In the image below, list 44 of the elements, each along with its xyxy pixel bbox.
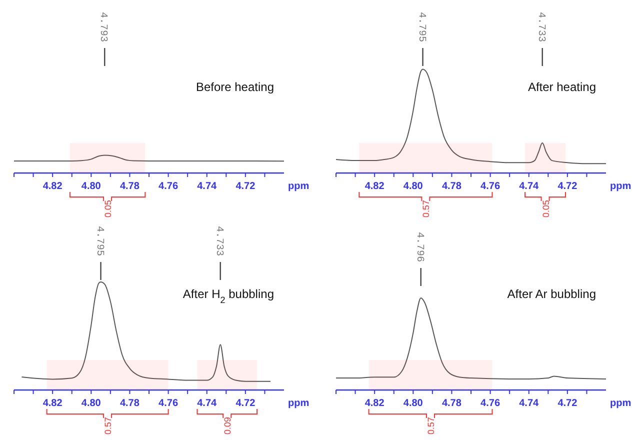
x-tick-label: 4.76 xyxy=(158,398,178,409)
x-tick-label: 4.72 xyxy=(236,181,256,192)
band-label: 0.05 xyxy=(103,200,114,218)
x-tick-label: 4.82 xyxy=(364,398,385,409)
chart-title: Before heating xyxy=(196,80,274,94)
band-label: 0.09 xyxy=(222,417,233,435)
x-tick-label: 4.80 xyxy=(403,181,424,192)
x-axis-title: ppm xyxy=(288,398,310,409)
x-tick-label: 4.80 xyxy=(81,181,102,192)
x-tick-label: 4.74 xyxy=(197,398,218,409)
x-tick-label: 4.72 xyxy=(558,181,578,192)
x-tick-label: 4.78 xyxy=(442,398,462,409)
text: After H$_{2}$ bubbling xyxy=(182,287,274,305)
x-tick-label: 4.78 xyxy=(120,181,140,192)
x-axis-title: ppm xyxy=(610,398,632,409)
x-tick-label: 4.72 xyxy=(236,398,256,409)
x-tick-label: 4.72 xyxy=(558,398,578,409)
annotation: 4.733 xyxy=(534,12,546,42)
annotation: 4.795 xyxy=(93,226,104,256)
x-tick-label: 4.76 xyxy=(480,398,500,409)
annotation: 4.796 xyxy=(413,232,424,262)
chart-title: After Ar bubbling xyxy=(507,287,596,301)
annotation: 4.793 xyxy=(97,12,108,42)
x-tick-label: 4.78 xyxy=(120,398,140,409)
x-tick-label: 4.80 xyxy=(403,398,424,409)
x-tick-label: 4.74 xyxy=(519,398,540,409)
x-tick-label: 4.82 xyxy=(42,398,63,409)
x-tick-label: 4.80 xyxy=(81,398,102,409)
legend-label: 0.05 xyxy=(540,200,551,218)
x-tick-label: 4.82 xyxy=(42,181,63,192)
x-tick-label: 4.76 xyxy=(480,181,500,192)
annotation: 4.733 xyxy=(212,226,224,256)
annotation: 4.795 xyxy=(415,12,426,42)
band-label: 0.57 xyxy=(426,417,436,435)
text: After heating xyxy=(528,80,596,94)
x-tick-label: 4.76 xyxy=(158,181,178,192)
x-axis-title: ppm xyxy=(610,181,632,192)
x-axis-title: ppm xyxy=(288,181,310,192)
x-tick-label: 4.82 xyxy=(364,181,385,192)
x-tick-label: 4.74 xyxy=(519,181,540,192)
x-tick-label: 4.74 xyxy=(197,181,218,192)
band-label: 0.57 xyxy=(421,200,432,218)
x-tick-label: 4.78 xyxy=(442,181,462,192)
band-label: 0.57 xyxy=(103,417,114,435)
